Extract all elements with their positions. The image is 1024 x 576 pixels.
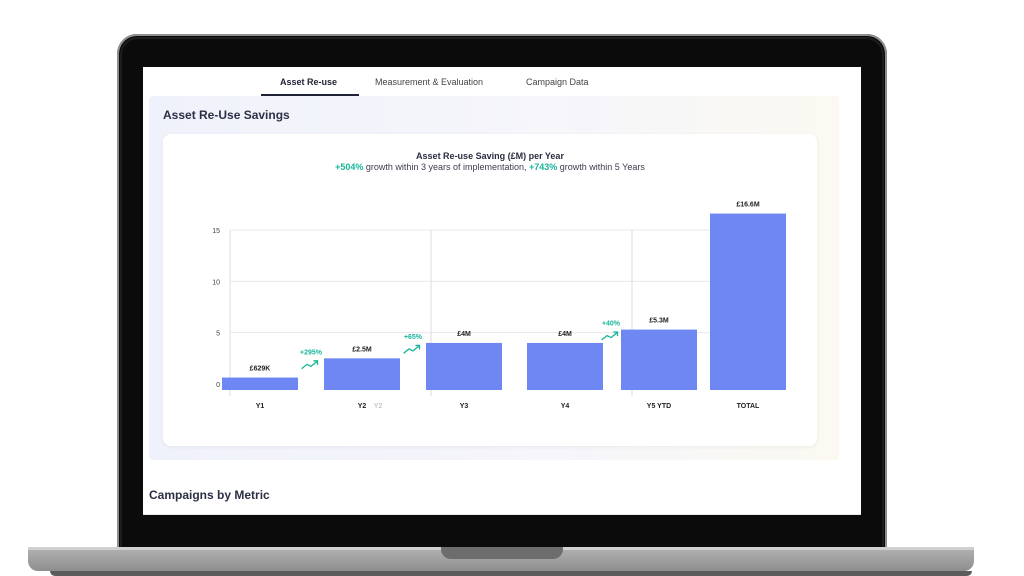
tab-asset-reuse[interactable]: Asset Re-use <box>280 77 338 87</box>
divider <box>143 514 861 515</box>
tab-bar: Asset Re-use Measurement & Evaluation Ca… <box>261 67 613 98</box>
bar <box>222 377 298 390</box>
trend-arrow-head <box>613 331 619 337</box>
secondary-category-label: Y2 <box>374 403 383 410</box>
category-label: Y2 <box>358 403 367 410</box>
growth-3y-value: +504% <box>335 162 364 172</box>
section-title: Asset Re-Use Savings <box>163 108 290 122</box>
bar <box>710 213 786 390</box>
y-tick-label: 10 <box>212 279 220 286</box>
app-screen: Asset Re-use Measurement & Evaluation Ca… <box>143 67 861 515</box>
bar <box>527 342 603 390</box>
category-label: Y3 <box>460 403 469 410</box>
bar <box>426 342 502 390</box>
bar <box>324 358 400 390</box>
bar-value-label: £4M <box>457 331 471 338</box>
active-tab-indicator <box>261 94 359 96</box>
laptop-foot <box>50 571 972 576</box>
bar-value-label: £5.3M <box>649 318 669 325</box>
category-label: Y5 YTD <box>647 403 671 410</box>
y-tick-label: 5 <box>216 331 220 338</box>
growth-label: +295% <box>300 349 323 356</box>
y-tick-label: 15 <box>212 228 220 235</box>
campaigns-by-metric-title: Campaigns by Metric <box>149 488 270 502</box>
bar <box>621 329 697 390</box>
bar-value-label: £16.6M <box>736 202 760 209</box>
growth-label: +65% <box>404 334 423 341</box>
growth-5y-value: +743% <box>529 162 558 172</box>
category-label: Y1 <box>256 403 265 410</box>
trend-arrow-head <box>313 360 319 365</box>
tab-measurement-evaluation[interactable]: Measurement & Evaluation <box>375 77 484 87</box>
bar-value-label: £2.5M <box>352 346 372 353</box>
trend-arrow-icon <box>601 331 618 341</box>
trend-arrow-head <box>415 344 421 350</box>
asset-reuse-panel: Asset Re-Use Savings Asset Re-use Saving… <box>149 96 839 460</box>
category-label: Y4 <box>561 403 570 410</box>
savings-bar-chart: 0 5 10 15 £629K Y1 £2.5M Y2 £4M Y3 £4M Y4 £5.3M Y5 YT… <box>212 202 786 410</box>
subtitle-text-1: growth within 3 years of implementation, <box>363 162 529 172</box>
trend-arrow-icon <box>403 345 420 354</box>
laptop-notch <box>441 547 563 559</box>
tab-campaign-data[interactable]: Campaign Data <box>526 77 589 87</box>
chart-title: Asset Re-use Saving (£M) per Year <box>416 151 564 161</box>
y-tick-label: 0 <box>216 382 220 389</box>
bar-value-label: £629K <box>250 366 271 373</box>
chart-subtitle: +504% growth within 3 years of implement… <box>163 162 817 172</box>
growth-label: +40% <box>602 321 621 328</box>
category-label: TOTAL <box>737 403 760 410</box>
bar-value-label: £4M <box>558 331 572 338</box>
subtitle-text-2: growth within 5 Years <box>557 162 645 172</box>
chart-card: Asset Re-use Saving (£M) per Year +504% … <box>163 134 817 446</box>
trend-arrow-icon <box>301 360 318 369</box>
